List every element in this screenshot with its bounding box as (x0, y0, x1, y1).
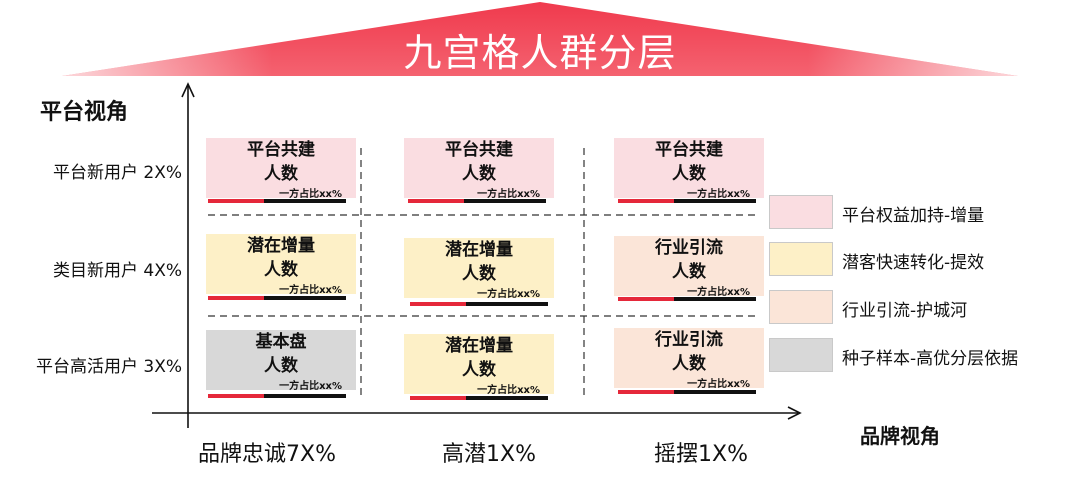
cell-bar-black (464, 199, 546, 203)
cell-title: 行业引流 人数 (655, 238, 723, 282)
cell-bar-black (674, 297, 756, 301)
cell-ratio: 一方占比xx% (687, 189, 750, 200)
grid-cell: 行业引流 人数 一方占比xx% (614, 236, 764, 298)
grid-cell: 平台共建 人数 一方占比xx% (614, 138, 764, 200)
cell-ratio: 一方占比xx% (687, 287, 750, 298)
legend-label-moat: 行业引流-护城河 (842, 301, 968, 321)
y-axis-title: 平台视角 (40, 100, 129, 125)
grid-cell: 潜在增量 人数 一方占比xx% (404, 334, 554, 396)
col-label-swing: 摇摆1X% (654, 442, 748, 467)
cell-title: 平台共建 人数 (445, 140, 513, 184)
grid-cell: 基本盘 人数 一方占比xx% (206, 330, 356, 392)
cell-bar-black (466, 396, 548, 400)
cell-title: 潜在增量 人数 (247, 236, 315, 280)
cell-bar-red (208, 199, 264, 203)
col-label-loyal: 品牌忠诚7X% (198, 442, 336, 467)
cell-bar-black (264, 296, 346, 300)
cell-ratio: 一方占比xx% (687, 379, 750, 390)
x-axis-title: 品牌视角 (860, 424, 940, 448)
cell-title: 平台共建 人数 (655, 140, 723, 184)
cell-bar-red (410, 396, 466, 400)
grid-cell: 潜在增量 人数 一方占比xx% (404, 238, 554, 300)
legend-swatch-increment (769, 195, 833, 229)
row-label-new-category: 类目新用户 4X% (52, 261, 182, 281)
cell-bar-red (408, 199, 464, 203)
cell-title: 潜在增量 人数 (445, 240, 513, 284)
cell-bar-red (618, 390, 674, 394)
cell-title: 潜在增量 人数 (445, 336, 513, 380)
cell-bar-black (264, 394, 346, 398)
cell-bar-red (208, 394, 264, 398)
row-label-active-platform: 平台高活用户 3X% (35, 357, 182, 377)
legend-label-seed: 种子样本-高优分层依据 (842, 349, 1019, 369)
cell-title: 行业引流 人数 (655, 330, 723, 374)
grid-cell: 平台共建 人数 一方占比xx% (206, 138, 356, 200)
grid-cell: 行业引流 人数 一方占比xx% (614, 328, 764, 390)
cell-bar-red (208, 296, 264, 300)
legend-label-efficiency: 潜客快速转化-提效 (842, 253, 985, 273)
cell-ratio: 一方占比xx% (477, 289, 540, 300)
legend-swatch-efficiency (769, 242, 833, 276)
cell-title: 平台共建 人数 (247, 140, 315, 184)
cell-ratio: 一方占比xx% (477, 385, 540, 396)
legend-swatch-moat (769, 290, 833, 324)
legend-swatch-seed (769, 338, 833, 372)
y-axis-arrow (181, 82, 195, 98)
roof-banner (62, 2, 1018, 76)
grid-cell: 平台共建 人数 一方占比xx% (404, 138, 554, 200)
cell-bar-black (674, 199, 756, 203)
cell-bar-red (410, 302, 466, 306)
cell-bar-red (618, 199, 674, 203)
legend-label-increment: 平台权益加持-增量 (842, 206, 985, 226)
cell-ratio: 一方占比xx% (279, 189, 342, 200)
grid-cell: 潜在增量 人数 一方占比xx% (206, 234, 356, 296)
cell-bar-black (466, 302, 548, 306)
cell-bar-black (264, 199, 346, 203)
cell-title: 基本盘 人数 (255, 332, 307, 376)
cell-ratio: 一方占比xx% (279, 285, 342, 296)
page-title: 九宫格人群分层 (403, 31, 677, 75)
cell-bar-red (618, 297, 674, 301)
x-axis-arrow (787, 406, 802, 420)
cell-ratio: 一方占比xx% (279, 381, 342, 392)
col-label-high-potential: 高潜1X% (442, 442, 536, 467)
cell-ratio: 一方占比xx% (477, 189, 540, 200)
cell-bar-black (674, 390, 756, 394)
row-label-new-platform: 平台新用户 2X% (52, 163, 182, 183)
